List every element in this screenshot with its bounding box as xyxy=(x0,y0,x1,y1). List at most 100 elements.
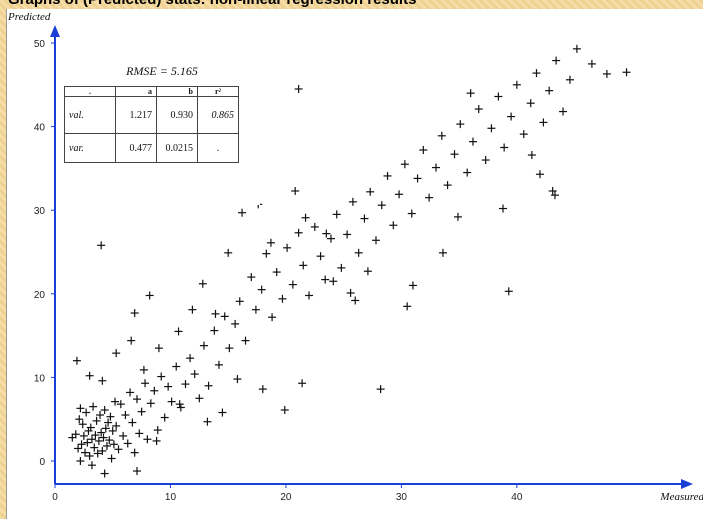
data-point xyxy=(332,210,341,219)
data-point xyxy=(468,137,477,146)
data-point xyxy=(188,305,197,314)
data-point xyxy=(559,107,568,116)
data-point xyxy=(126,388,135,397)
data-point xyxy=(283,243,292,252)
data-point xyxy=(500,143,509,152)
data-point xyxy=(174,327,183,336)
data-point xyxy=(176,403,185,412)
data-point xyxy=(167,397,176,406)
data-point xyxy=(565,75,574,84)
data-point xyxy=(301,213,310,222)
data-point xyxy=(348,197,357,206)
x-tick-label: 30 xyxy=(396,492,408,503)
data-point xyxy=(363,267,372,276)
data-point xyxy=(76,404,85,413)
y-tick-label: 20 xyxy=(34,290,46,301)
data-point xyxy=(143,435,152,444)
data-point xyxy=(211,309,220,318)
data-point xyxy=(474,105,483,114)
table-row-label: val. xyxy=(64,96,116,134)
window-title-strip: Graphs of (Predicted) stats: non-linear … xyxy=(0,0,703,9)
data-point xyxy=(622,68,631,77)
data-point xyxy=(443,181,452,190)
data-point xyxy=(322,229,331,238)
data-point xyxy=(343,230,352,239)
data-point xyxy=(145,291,154,300)
data-point xyxy=(231,319,240,328)
data-point xyxy=(127,336,136,345)
table-row: val. 1.217 0.930 0.865 xyxy=(64,96,239,134)
data-point xyxy=(214,360,223,369)
y-tick-label: 40 xyxy=(34,123,46,134)
table-cell: 1.217 xyxy=(115,96,157,134)
table-header-cell: . xyxy=(64,86,116,97)
data-point xyxy=(93,449,102,458)
data-point xyxy=(154,344,163,353)
data-point xyxy=(326,234,335,243)
data-point xyxy=(291,186,300,195)
data-point xyxy=(89,402,98,411)
data-point xyxy=(132,395,141,404)
data-point xyxy=(198,279,207,288)
data-point xyxy=(99,433,108,442)
table-header-cell: a xyxy=(115,86,157,97)
data-point xyxy=(72,356,81,365)
scatter-chart: 0 10 20 30 40 0 10 20 30 40 50 Measured Predicted xyxy=(7,11,703,503)
data-point xyxy=(68,433,77,442)
data-point xyxy=(175,400,184,409)
data-point xyxy=(109,440,118,449)
data-point xyxy=(512,80,521,89)
data-point xyxy=(85,371,94,380)
data-point xyxy=(204,381,213,390)
data-point xyxy=(79,431,88,440)
data-point xyxy=(106,412,115,421)
data-point xyxy=(550,191,559,200)
data-point xyxy=(466,89,475,98)
data-point xyxy=(258,385,267,394)
data-point xyxy=(376,385,385,394)
data-point xyxy=(280,406,289,415)
data-point xyxy=(220,312,229,321)
table-cell: 0.477 xyxy=(115,133,157,163)
data-point xyxy=(294,228,303,237)
y-tick-label: 0 xyxy=(39,457,45,468)
y-tick-label: 50 xyxy=(34,39,46,50)
data-point xyxy=(360,214,369,223)
data-point xyxy=(238,208,247,217)
data-point xyxy=(98,446,107,455)
data-point xyxy=(400,160,409,169)
data-point xyxy=(587,59,596,68)
x-tick-label: 0 xyxy=(52,492,58,503)
data-point xyxy=(504,287,513,296)
data-point xyxy=(453,212,462,221)
table-cell: 0.865 xyxy=(197,96,239,134)
y-tick-label: 30 xyxy=(34,206,46,217)
data-point xyxy=(172,362,181,371)
data-point xyxy=(75,415,84,424)
data-point xyxy=(278,294,287,303)
data-point xyxy=(572,44,581,53)
data-point xyxy=(224,248,233,257)
data-point xyxy=(181,380,190,389)
data-point xyxy=(235,297,244,306)
data-point xyxy=(438,248,447,257)
data-point xyxy=(160,413,169,422)
data-point xyxy=(150,386,159,395)
window-title: Graphs of (Predicted) stats: non-linear … xyxy=(8,0,416,8)
data-point xyxy=(97,428,106,437)
data-point xyxy=(104,418,113,427)
data-point xyxy=(272,268,281,277)
data-point xyxy=(225,344,234,353)
data-point xyxy=(241,336,250,345)
data-point xyxy=(123,439,132,448)
data-point xyxy=(82,408,91,417)
data-point xyxy=(552,56,561,65)
data-point xyxy=(87,435,96,444)
data-point xyxy=(425,193,434,202)
data-point xyxy=(316,252,325,261)
data-point xyxy=(112,421,121,430)
data-point xyxy=(266,238,275,247)
data-point xyxy=(190,370,199,379)
table-cell: 0.0215 xyxy=(156,133,198,163)
